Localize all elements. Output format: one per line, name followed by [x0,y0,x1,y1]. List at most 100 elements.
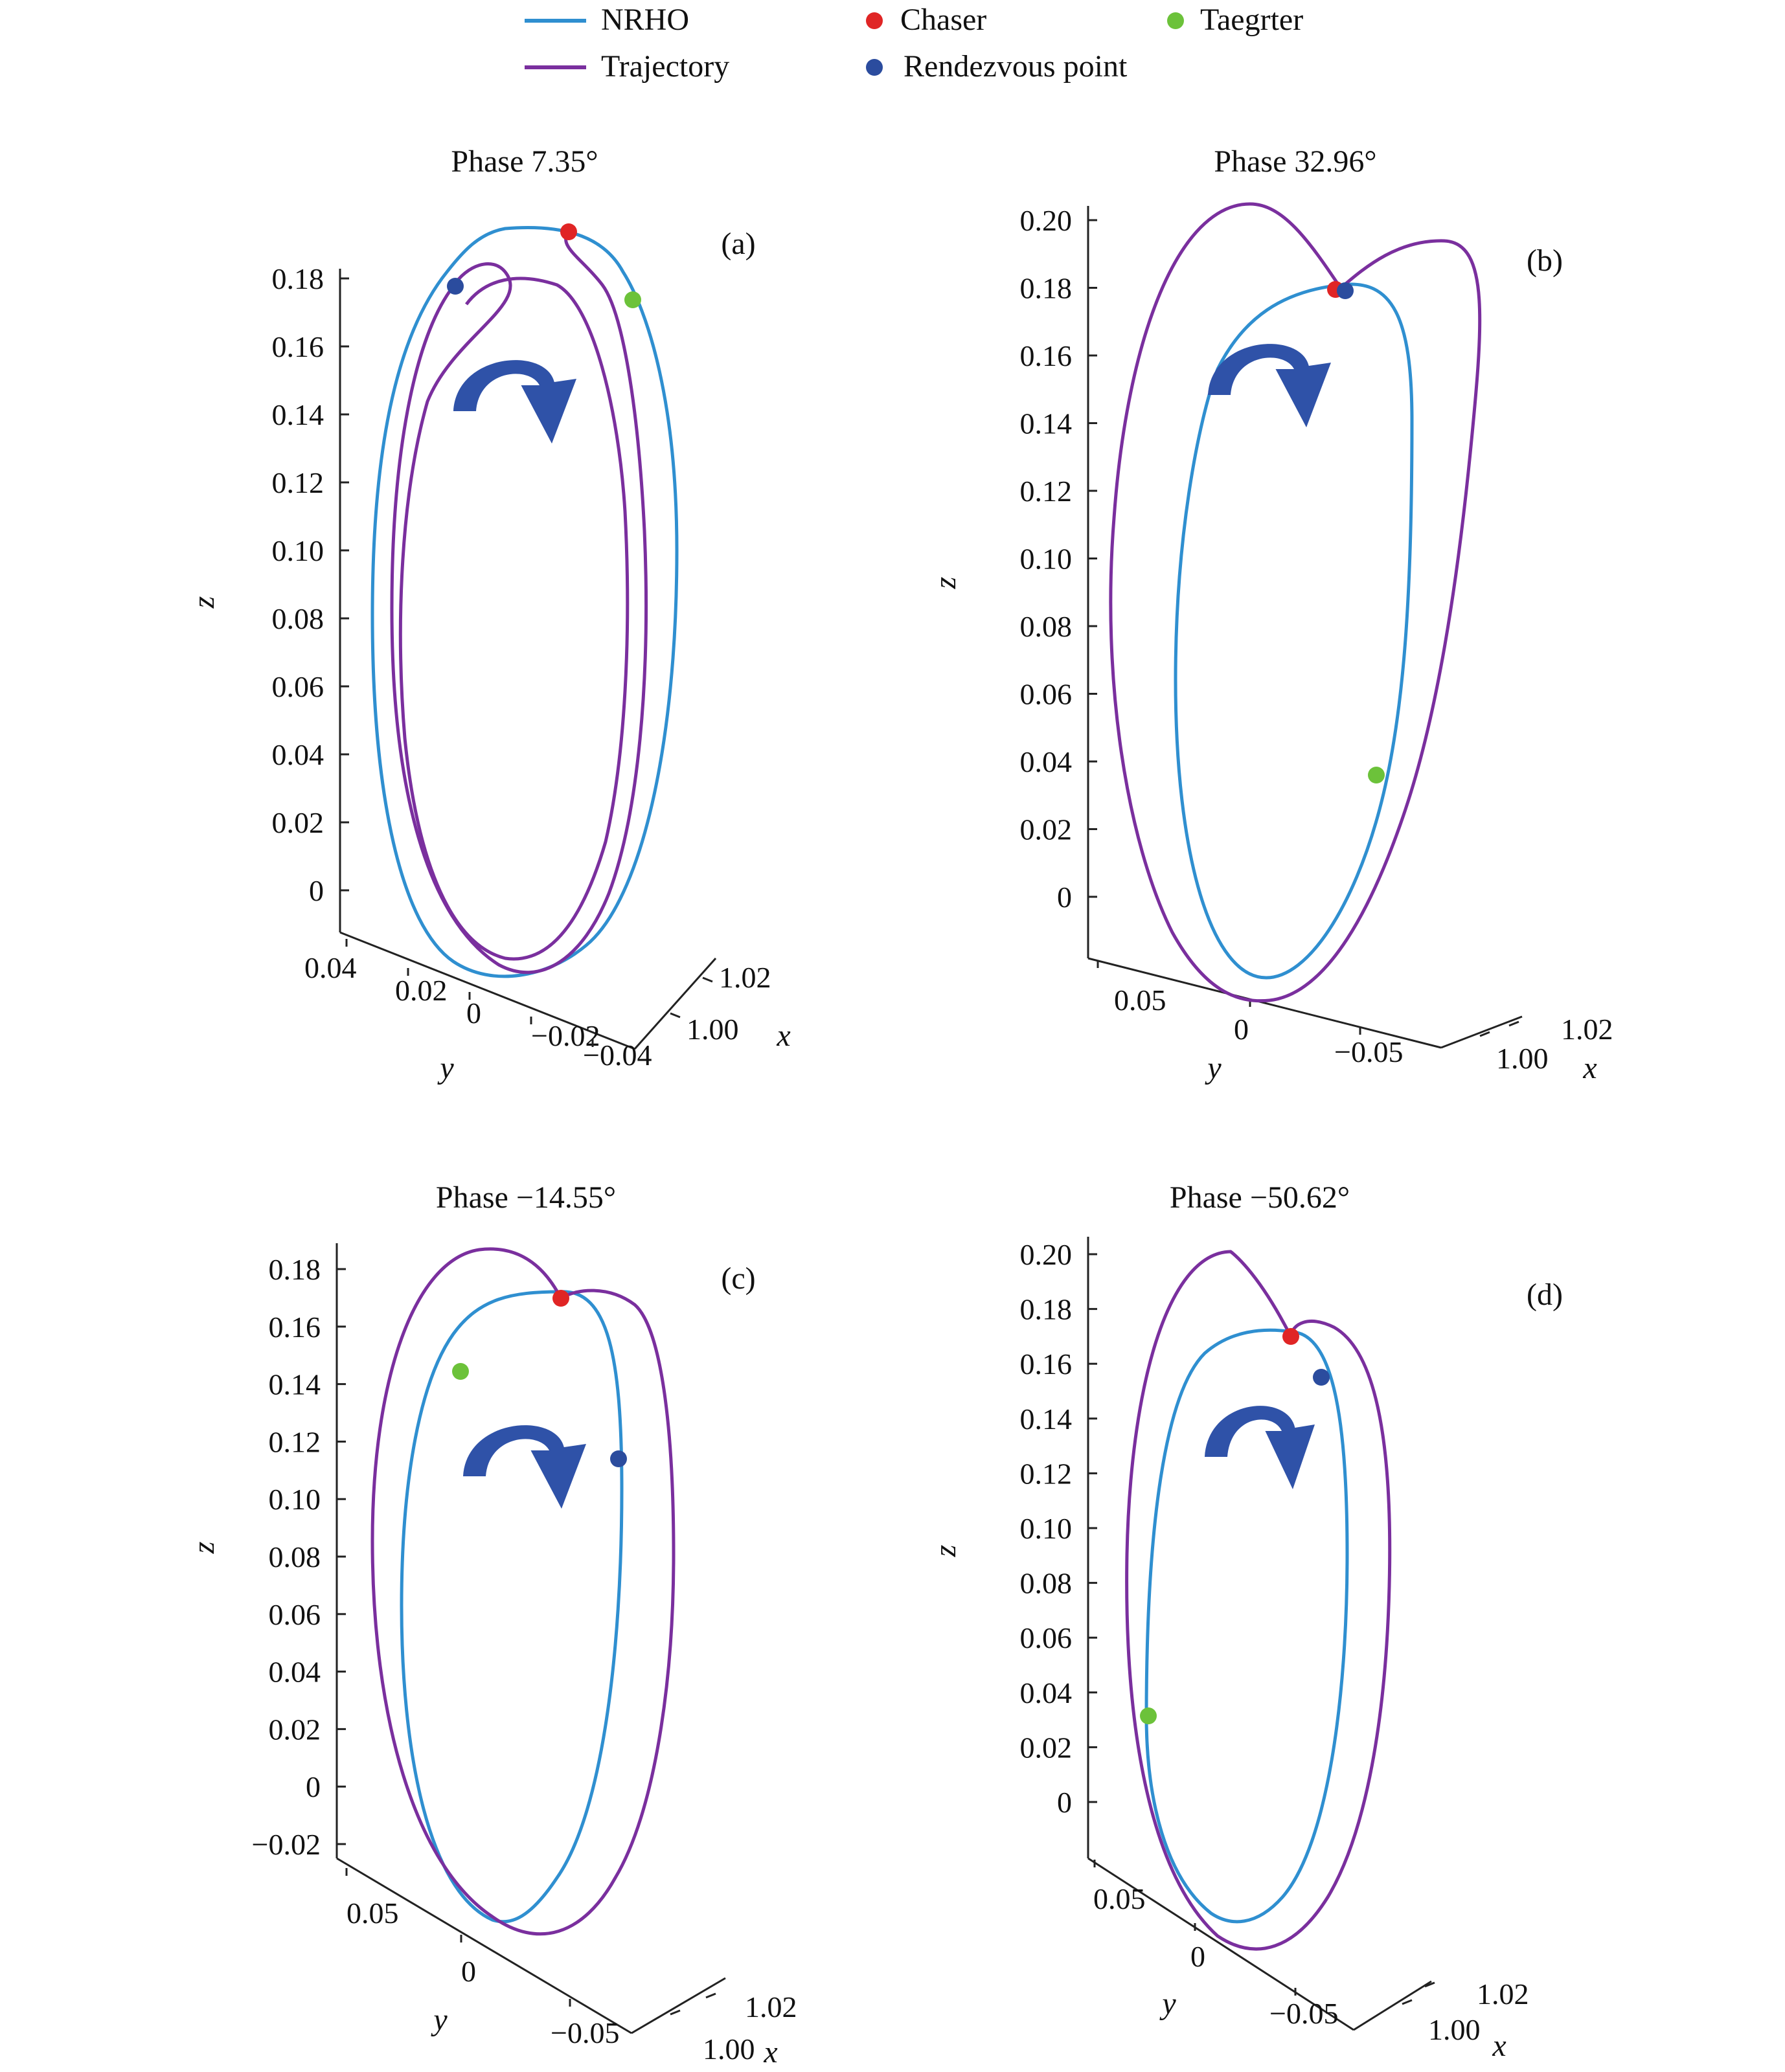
panel-c-x-ticks: 1.02 1.00 [670,1990,797,2066]
panel-a-target-point [624,291,641,308]
panel-a-y-tick-label: −0.04 [583,1039,652,1072]
panel-a-label: (a) [721,227,755,261]
panel-c-x-tick-label: 1.02 [745,1990,797,2023]
panel-b: Phase 32.96° (b) z y x 0.200.180.160.140… [928,144,1613,1085]
panel-b-z-tick-label: 0 [1057,881,1072,914]
panel-b-title: Phase 32.96° [1214,144,1376,179]
panel-d-z-tick-label: 0.02 [1020,1731,1073,1764]
panel-d-z-tick-label: 0.06 [1020,1621,1073,1654]
legend: NRHO Trajectory Chaser Rendezvous point … [525,3,1303,84]
panel-d-x-label: x [1492,2029,1506,2063]
panel-d-trajectory-line [1125,1250,1392,1951]
panel-a-z-tick-label: 0.04 [272,738,324,771]
panel-a-curves [370,223,679,978]
panel-a-z-tick-label: 0.18 [272,262,324,295]
panel-d-y-tick-label: −0.05 [1269,1997,1338,2030]
panel-b-z-tick-label: 0.02 [1020,813,1073,846]
panel-d-z-ticks: 0.20 0.18 0.16 0.14 0.12 0.10 0.08 0.06 0.04 0.02… [1020,1238,1097,1819]
panel-c-z-tick-label: 0.18 [269,1253,321,1286]
panel-b-direction-arrow-icon [1208,344,1331,427]
panel-d-y-label: y [1159,1987,1176,2021]
panel-c-z-tick-label: 0.08 [269,1540,321,1573]
panel-c: Phase −14.55° (c) z y x 0.18 0.16 0.14 0.12… [187,1180,797,2069]
panel-a-title: Phase 7.35° [451,144,598,179]
panel-c-nrho-line [400,1290,624,1924]
panel-a-y-label: y [437,1051,454,1085]
panel-b-x-ticks: 1.02 1.00 [1479,1013,1613,1075]
panel-b-rendezvous-point [1337,282,1354,299]
panel-c-y-tick-label: 0.05 [347,1897,399,1930]
legend-target-label: Taegrter [1200,3,1303,37]
panel-c-z-tick-label: −0.02 [252,1828,321,1861]
panel-d-z-tick-label: 0.10 [1020,1512,1073,1545]
panel-d-y-tick-label: 0 [1190,1940,1205,1973]
panel-a-y-tick-label: 0.04 [304,951,357,984]
panel-d-label: (d) [1527,1278,1563,1312]
panel-c-y-tick-label: −0.05 [551,2016,619,2049]
panel-d-y-axis [1087,1857,1354,2031]
panel-a-y-axis [339,931,635,1050]
panel-d-z-tick-label: 0.08 [1020,1567,1073,1600]
panel-b-y-label: y [1204,1051,1222,1085]
panel-a-z-tick-label: 0.16 [272,330,324,363]
panel-d-z-tick-label: 0.16 [1020,1347,1073,1380]
panel-c-label: (c) [721,1261,755,1296]
panel-b-y-ticks: 0.05 0 −0.05 [1097,960,1403,1068]
panel-a-z-tick-label: 0.12 [272,466,324,499]
panel-c-curves [370,1247,676,1936]
panel-b-z-tick-label: 0.08 [1020,610,1073,643]
panel-b-label: (b) [1527,243,1563,278]
panel-c-y-ticks: 0.05 0 −0.05 [345,1868,619,2049]
panel-c-z-ticks: 0.18 0.16 0.14 0.12 0.10 0.08 0.06 0.04 0.02 0 −0.… [252,1253,346,1861]
panel-d-x-tick-label: 1.02 [1477,1977,1529,2010]
panel-b-target-point [1368,767,1385,783]
panel-c-trajectory-line [370,1247,676,1936]
panel-a-y-tick-label: 0.02 [395,974,448,1007]
panel-a-x-label: x [776,1019,790,1053]
panel-b-z-tick-label: 0.16 [1020,339,1073,372]
legend-chaser-label: Chaser [900,3,986,37]
panel-a-x-axis [633,958,717,1050]
panel-c-z-tick-label: 0.06 [269,1598,321,1631]
panel-d-chaser-point [1282,1328,1299,1345]
panel-d-y-tick-label: 0.05 [1093,1882,1146,1915]
panel-c-target-point [452,1363,469,1380]
panel-c-x-tick-mark [705,1992,716,1999]
panel-a-trajectory-line [398,262,630,961]
panel-b-x-tick-mark [1508,1020,1519,1027]
panel-a-trajectory-line [390,231,648,974]
panel-b-z-label: z [928,576,962,589]
panel-a-z-tick-label: 0.14 [272,398,324,431]
panel-c-chaser-point [552,1290,569,1307]
panel-c-z-tick-label: 0 [306,1770,321,1803]
legend-chaser-marker [866,12,883,29]
panel-c-x-axis [631,1977,726,2034]
panel-c-z-label: z [187,1541,221,1554]
panel-d-z-tick-label: 0 [1057,1786,1072,1819]
panel-a-chaser-point [560,223,577,240]
panel-c-title: Phase −14.55° [436,1180,616,1215]
panel-d-z-tick-label: 0.18 [1020,1293,1073,1326]
panel-d-z-label: z [928,1544,962,1557]
panel-c-z-tick-label: 0.14 [269,1368,321,1401]
panel-a-z-tick-label: 0.08 [272,602,324,635]
legend-target-marker [1167,12,1184,29]
panel-c-z-tick-label: 0.04 [269,1656,321,1689]
panel-d-y-ticks: 0.05 0 −0.05 [1093,1860,1338,2030]
panel-a-z-label: z [187,596,221,609]
panel-a: Phase 7.35° (a) z y x 0.18 0.16 0.14 0.12 0.… [187,144,791,1085]
panel-d-nrho-line [1144,1328,1349,1924]
panel-a-rendezvous-point [447,278,464,295]
panel-a-x-tick-label: 1.00 [687,1013,739,1046]
panel-d-rendezvous-point [1313,1369,1330,1386]
panel-b-nrho-line [1174,282,1414,980]
panel-d-curves [1125,1250,1392,1951]
legend-nrho-label: NRHO [601,3,689,37]
panel-d: Phase −50.62° (d) z y x 0.20 0.18 0.16 0.14… [928,1180,1563,2063]
panel-b-z-tick-label: 0.18 [1020,272,1073,305]
panel-b-y-tick-label: −0.05 [1334,1035,1403,1068]
panel-d-target-point [1140,1707,1157,1724]
panel-b-z-tick-label: 0.06 [1020,678,1073,711]
panel-d-x-axis [1353,1980,1432,2031]
